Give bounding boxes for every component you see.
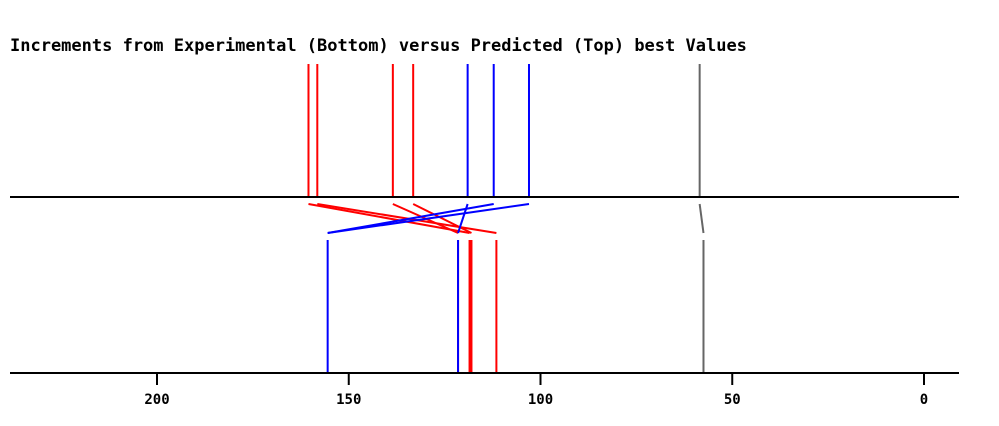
connector-7 xyxy=(698,203,705,234)
predicted-lines xyxy=(307,64,701,197)
x-tick-label-0: 0 xyxy=(920,392,928,408)
x-tick-label-200: 200 xyxy=(144,392,169,408)
correlation-connectors xyxy=(308,203,705,234)
connector-0 xyxy=(308,203,470,234)
x-tick-label-150: 150 xyxy=(336,392,361,408)
x-tick-label-100: 100 xyxy=(528,392,553,408)
x-tick-label-50: 50 xyxy=(724,392,741,408)
chart-title: Increments from Experimental (Bottom) ve… xyxy=(10,36,747,56)
connector-6 xyxy=(327,203,530,234)
connector-3 xyxy=(412,203,472,234)
experimental-lines xyxy=(326,240,705,373)
x-axis-ticks: 200 150 100 50 0 xyxy=(144,373,928,408)
